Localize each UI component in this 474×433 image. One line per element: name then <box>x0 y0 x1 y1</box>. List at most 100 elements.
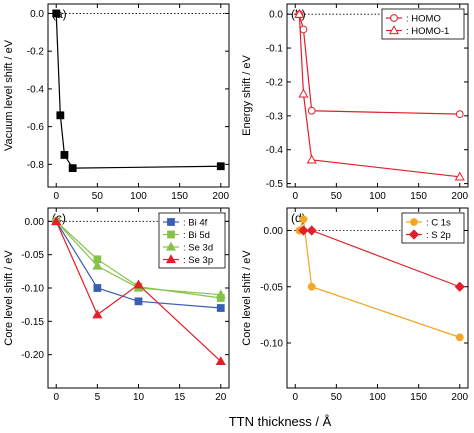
y-tick-label: -0.10 <box>21 284 44 295</box>
x-tick-label: 150 <box>410 191 427 202</box>
data-point <box>298 225 309 236</box>
data-point <box>56 111 65 120</box>
x-tick-label: 10 <box>133 392 145 403</box>
x-tick-label: 5 <box>95 392 101 403</box>
y-tick-label: -0.20 <box>21 350 44 361</box>
data-point <box>299 215 308 224</box>
data-point <box>92 309 103 319</box>
y-axis-label: Energy shift / eV <box>241 54 253 135</box>
legend-marker <box>165 241 177 251</box>
series-line <box>298 14 460 115</box>
y-axis-label: Core level shift / eV <box>241 250 253 346</box>
data-point <box>298 88 309 98</box>
data-point <box>455 110 464 119</box>
x-tick-label: 50 <box>331 392 343 403</box>
data-point <box>133 279 144 289</box>
data-point <box>68 164 77 173</box>
y-tick-label: -0.8 <box>27 160 45 171</box>
legend-label: : S 2p <box>426 230 451 241</box>
legend-marker <box>388 25 400 35</box>
y-tick-label: -0.6 <box>27 122 45 133</box>
y-tick-label: -0.1 <box>266 44 284 55</box>
y-tick-label: 0.0 <box>30 9 44 20</box>
plot-frame <box>47 3 230 188</box>
data-point <box>216 162 225 171</box>
y-axis-label: Core level shift / eV <box>3 250 15 346</box>
legend-label: : Bi 5d <box>183 230 210 241</box>
data-point <box>454 281 465 292</box>
series-line <box>55 221 221 309</box>
legend-marker <box>165 254 177 264</box>
panel-d: 0 50 100 150 200 -0.10 -0.05 0.00 Core level shi… <box>241 207 469 403</box>
x-tick-label: 50 <box>331 191 343 202</box>
x-tick-label: 150 <box>410 392 427 403</box>
legend-label: : Se 3d <box>183 242 213 253</box>
x-tick-label: 20 <box>215 392 227 403</box>
x-tick-label: 15 <box>174 392 186 403</box>
legend-label: : Se 3p <box>183 255 213 266</box>
x-axis-label: TTN thickness / Å <box>229 414 332 429</box>
series-line <box>55 13 221 169</box>
data-point <box>52 9 61 18</box>
y-tick-label: -0.2 <box>266 77 284 88</box>
x-tick-label: 150 <box>171 191 188 202</box>
series-line <box>55 220 221 299</box>
x-tick-label: 200 <box>451 191 468 202</box>
y-tick-label: -0.5 <box>266 179 284 190</box>
y-tick-label: -0.15 <box>21 317 44 328</box>
y-tick-label: -0.05 <box>260 282 283 293</box>
x-tick-label: 0 <box>53 191 59 202</box>
data-point <box>306 154 317 164</box>
data-point <box>134 297 143 306</box>
data-point <box>215 356 226 365</box>
legend-label: : C 1s <box>426 217 451 228</box>
y-tick-label: 0.0 <box>269 10 283 21</box>
data-point <box>215 289 226 299</box>
data-point <box>93 284 102 292</box>
data-point <box>307 106 316 115</box>
data-point <box>307 282 316 291</box>
y-tick-label: 0.00 <box>264 226 284 237</box>
series-line <box>55 220 221 296</box>
legend-marker <box>410 218 418 226</box>
data-point <box>455 333 464 342</box>
y-axis-label: Vacuum level shift / eV <box>3 39 15 151</box>
x-tick-label: 50 <box>92 191 104 202</box>
y-tick-label: -0.3 <box>266 111 284 122</box>
data-point <box>92 260 103 270</box>
panel-a: 0 50 100 150 200 -0.8 -0.6 -0.4 -0.2 0.0 Vacuum le… <box>3 3 230 202</box>
x-tick-label: 0 <box>292 392 298 403</box>
panel-c: 0 5 10 15 20 -0.20 -0.15 -0.10 -0.05 0.00 Core lev… <box>3 207 230 403</box>
data-point <box>60 151 69 159</box>
legend-label: : HOMO-1 <box>406 26 449 37</box>
legend-box <box>401 212 465 244</box>
data-point <box>216 304 225 312</box>
legend-marker <box>390 14 398 22</box>
legend-marker <box>408 229 420 240</box>
legend-label: : Bi 4f <box>183 217 208 228</box>
data-point <box>294 8 305 18</box>
panel-b: 0 50 100 150 200 -0.5 -0.4 -0.3 -0.2 -0.1 0.0 Energ… <box>241 3 469 202</box>
y-tick-label: -0.4 <box>266 145 284 156</box>
legend-marker <box>167 230 175 239</box>
series-line <box>298 14 460 178</box>
x-tick-label: 200 <box>212 191 229 202</box>
y-tick-label: -0.4 <box>27 84 45 95</box>
data-point <box>299 25 308 34</box>
legend-label: : HOMO <box>406 13 441 24</box>
series-line <box>55 221 222 362</box>
data-point <box>51 216 62 225</box>
x-tick-label: 200 <box>451 392 468 403</box>
series-line <box>298 219 460 338</box>
x-tick-label: 100 <box>369 191 386 202</box>
data-point <box>454 171 465 181</box>
y-tick-label: 0.00 <box>25 217 45 228</box>
x-tick-label: 0 <box>292 191 298 202</box>
y-tick-label: -0.10 <box>260 339 283 350</box>
x-tick-label: 100 <box>369 392 386 403</box>
x-tick-label: 0 <box>53 392 59 403</box>
legend-marker <box>167 218 175 226</box>
y-tick-label: -0.05 <box>21 250 44 261</box>
data-point <box>306 225 317 236</box>
